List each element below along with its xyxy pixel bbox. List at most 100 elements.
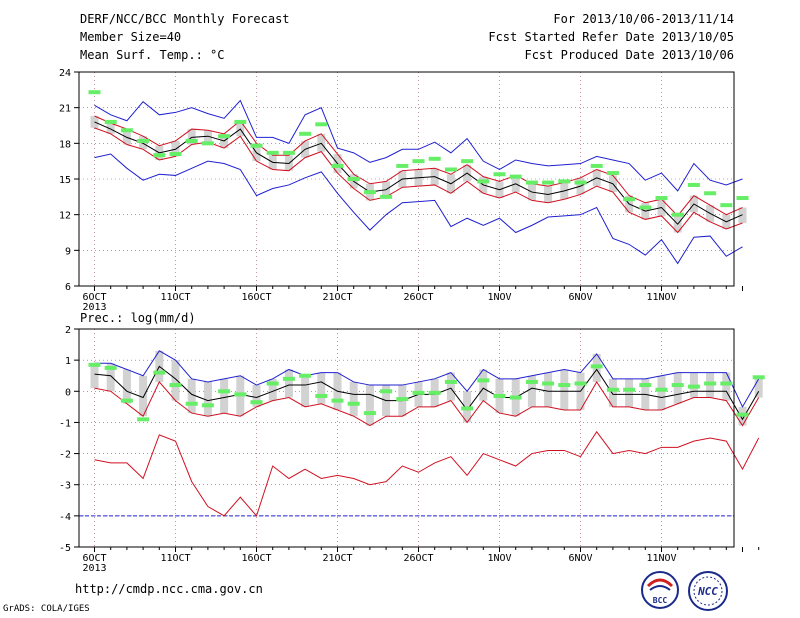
- box-bar: [673, 372, 682, 404]
- box-bar: [625, 378, 634, 407]
- x-tick-label: 6NOV: [568, 292, 592, 303]
- x-tick-label: 2013: [83, 563, 107, 574]
- box-bar: [139, 375, 148, 417]
- x-tick-label: 2013: [83, 302, 107, 313]
- green-marker: [201, 141, 214, 146]
- upper-blue-line: [94, 99, 743, 192]
- green-marker: [250, 400, 263, 405]
- box-bar: [122, 129, 131, 145]
- green-marker: [590, 364, 603, 369]
- box-bar: [268, 378, 277, 401]
- green-marker: [525, 379, 538, 384]
- green-marker: [461, 159, 474, 164]
- green-marker: [120, 398, 133, 403]
- green-marker: [347, 401, 360, 406]
- chart-title: DERF/NCC/BCC Monthly Forecast: [80, 12, 290, 26]
- green-marker: [169, 383, 182, 388]
- green-marker: [104, 119, 117, 124]
- produced-date: Fcst Produced Date 2013/10/06: [524, 48, 734, 62]
- box-bar: [220, 378, 229, 414]
- green-marker: [363, 190, 376, 195]
- green-marker: [266, 381, 279, 386]
- green-marker: [509, 395, 522, 400]
- green-marker: [137, 138, 150, 143]
- header-right: For 2013/10/06-2013/11/14 Fcst Started Re…: [488, 10, 734, 64]
- x-tick-label: 6OCT: [83, 292, 107, 303]
- green-marker: [396, 397, 409, 402]
- green-marker: [120, 128, 133, 133]
- green-marker: [525, 180, 538, 185]
- green-marker: [477, 378, 490, 383]
- ncc-logo: NCC: [688, 571, 728, 611]
- green-marker: [623, 197, 636, 202]
- box-bar: [560, 369, 569, 410]
- green-marker: [671, 383, 684, 388]
- green-marker: [542, 180, 555, 185]
- y-tick-label: -5: [59, 543, 71, 554]
- green-marker: [299, 131, 312, 136]
- y-tick-label: 9: [65, 246, 71, 257]
- box-bar: [106, 123, 115, 134]
- green-marker: [282, 150, 295, 155]
- green-marker: [623, 387, 636, 392]
- panel-title: Prec.: log(mm/d): [80, 311, 196, 325]
- green-marker: [380, 389, 393, 394]
- x-tick-label: 26OCT: [403, 553, 433, 564]
- box-bar: [722, 372, 731, 401]
- variable-label: Mean Surf. Temp.: °C: [80, 48, 225, 62]
- header-left: DERF/NCC/BCC Monthly Forecast Member Size…: [80, 10, 290, 64]
- green-marker: [655, 196, 668, 201]
- green-marker: [720, 203, 733, 208]
- x-tick-label: 16OCT: [241, 553, 271, 564]
- green-marker: [461, 406, 474, 411]
- y-tick-label: -3: [59, 481, 71, 492]
- x-tick-label: 1NOV: [487, 292, 511, 303]
- mean-line: [94, 365, 760, 421]
- box-bar: [122, 369, 131, 404]
- box-bar: [106, 363, 115, 392]
- green-marker: [687, 384, 700, 389]
- green-marker: [266, 150, 279, 155]
- green-marker: [542, 381, 555, 386]
- refer-date: Fcst Started Refer Date 2013/10/05: [488, 30, 734, 44]
- box-bar: [90, 363, 99, 389]
- green-marker: [704, 381, 717, 386]
- y-tick-label: 1: [65, 356, 71, 367]
- box-bar: [187, 129, 196, 145]
- green-marker: [736, 412, 749, 417]
- box-bar: [608, 378, 617, 407]
- green-marker: [347, 177, 360, 181]
- green-marker: [493, 393, 506, 398]
- x-tick-label: 6NOV: [568, 553, 592, 564]
- box-bar: [657, 375, 666, 410]
- box-bar: [317, 133, 326, 152]
- green-marker: [315, 393, 328, 398]
- grads-credit: GrADS: COLA/IGES: [3, 604, 90, 614]
- green-marker: [201, 403, 214, 408]
- y-tick-label: 24: [59, 68, 71, 79]
- green-marker: [137, 417, 150, 422]
- green-marker: [477, 179, 490, 184]
- box-bar: [738, 207, 747, 223]
- y-tick-label: 15: [59, 175, 71, 186]
- green-marker: [606, 387, 619, 392]
- green-marker: [234, 392, 247, 397]
- green-marker: [558, 179, 571, 184]
- box-bar: [252, 385, 261, 407]
- green-marker: [412, 159, 425, 164]
- x-tick-label: 21OCT: [322, 553, 352, 564]
- x-tick-label: 21OCT: [322, 292, 352, 303]
- green-marker: [606, 171, 619, 176]
- source-url[interactable]: http://cmdp.ncc.cma.gov.cn: [75, 582, 263, 596]
- green-marker: [687, 182, 700, 187]
- x-tick-label: 11NOV: [646, 292, 676, 303]
- green-marker: [639, 205, 652, 210]
- green-marker: [88, 362, 101, 367]
- green-marker: [88, 90, 101, 95]
- green-marker: [250, 143, 263, 148]
- green-marker: [704, 191, 717, 196]
- box-bar: [301, 375, 310, 407]
- green-marker: [574, 381, 587, 386]
- box-bar: [527, 375, 536, 407]
